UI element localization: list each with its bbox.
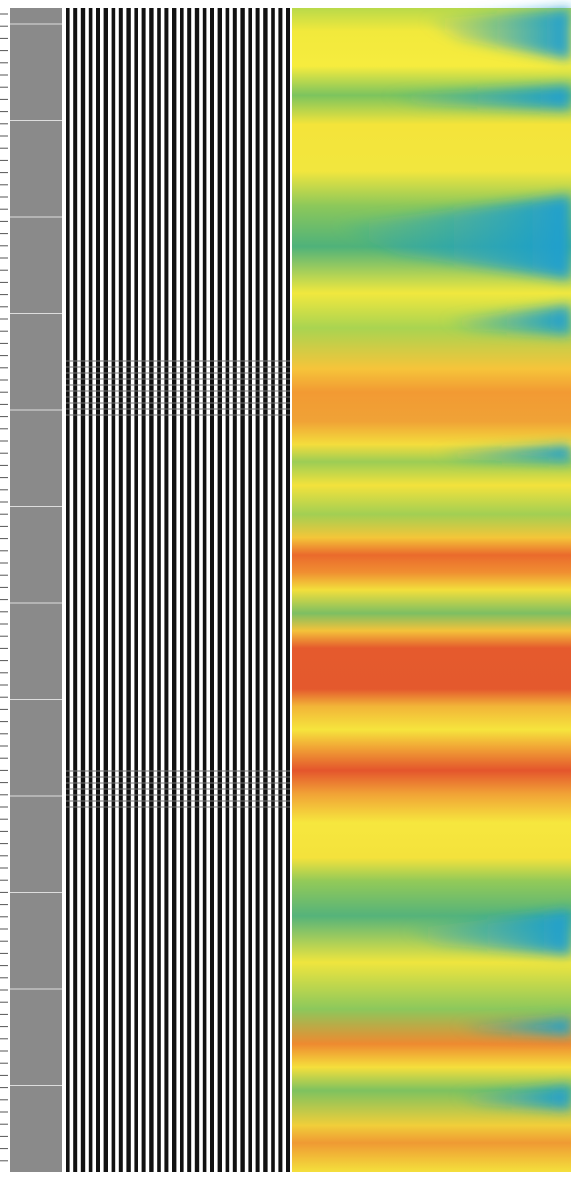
noise-band	[66, 390, 290, 392]
stripe	[202, 8, 207, 1172]
noise-band	[66, 776, 290, 778]
noise-band	[66, 794, 290, 796]
blue-zone	[420, 8, 571, 60]
stripe-track	[62, 8, 292, 1172]
stripe	[88, 8, 93, 1172]
tick-group	[0, 13, 62, 1162]
stripe	[255, 8, 260, 1172]
noise-band	[66, 360, 290, 362]
stripe	[217, 8, 222, 1172]
stripe-group	[66, 8, 290, 1172]
stripe	[210, 8, 214, 1172]
stripe	[248, 8, 252, 1172]
stripe	[111, 8, 116, 1172]
noise-band	[66, 788, 290, 790]
depth-track	[10, 8, 62, 1172]
stripe	[118, 8, 123, 1172]
stripe	[141, 8, 146, 1172]
stripe	[157, 8, 161, 1172]
stripe	[134, 8, 138, 1172]
stripe	[172, 8, 177, 1172]
noise-band	[66, 414, 290, 416]
stripe	[232, 8, 237, 1172]
stripe	[278, 8, 283, 1172]
stripe	[286, 8, 290, 1172]
stripe	[263, 8, 268, 1172]
stripe	[225, 8, 230, 1172]
stripe	[164, 8, 169, 1172]
stripe	[149, 8, 154, 1172]
stripe	[194, 8, 200, 1172]
stripe	[80, 8, 86, 1172]
noise-band	[66, 782, 290, 784]
stripe	[73, 8, 78, 1172]
heatmap	[292, 8, 571, 1172]
stripe	[66, 8, 70, 1172]
noise-band	[66, 408, 290, 410]
noise-band	[66, 396, 290, 398]
noise-band	[66, 806, 290, 808]
blue-zone	[430, 445, 571, 462]
noise-band	[66, 800, 290, 802]
heatmap-blue-zones	[330, 8, 571, 1110]
stripe	[180, 8, 184, 1172]
stripe	[271, 8, 275, 1172]
noise-band	[66, 378, 290, 380]
stripe	[240, 8, 245, 1172]
stripe	[96, 8, 100, 1172]
blue-zone	[380, 85, 571, 110]
noise-band	[66, 372, 290, 374]
blue-zone	[450, 1085, 571, 1110]
noise-band	[66, 366, 290, 368]
blue-zone	[330, 195, 571, 280]
blue-zone	[440, 305, 571, 335]
noise-band	[66, 384, 290, 386]
stripe	[126, 8, 131, 1172]
stripe	[103, 8, 108, 1172]
noise-band	[66, 770, 290, 772]
stripe	[187, 8, 192, 1172]
blue-zone	[400, 910, 571, 955]
noise-band	[66, 402, 290, 404]
blue-zone	[450, 1018, 571, 1035]
